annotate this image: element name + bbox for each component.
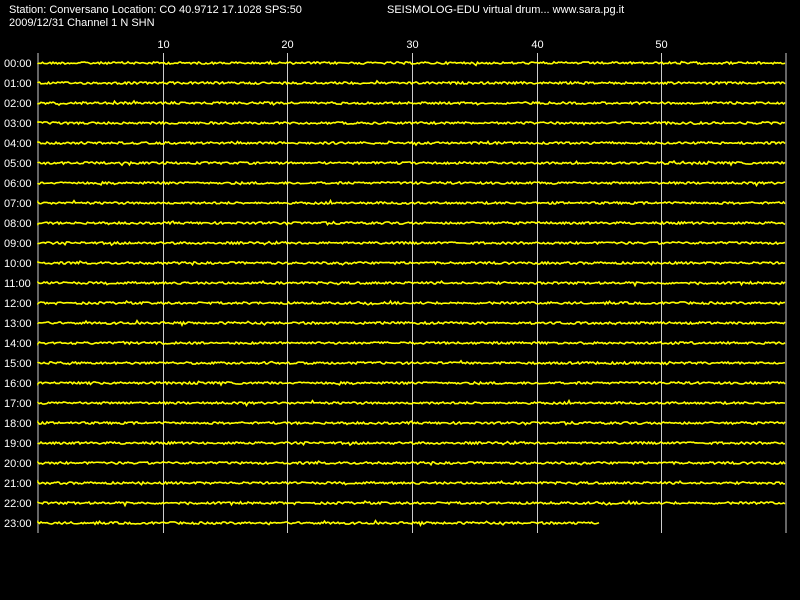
row-label-1100: 11:00 — [4, 278, 31, 290]
row-label-0800: 08:00 — [4, 218, 32, 230]
trace-1200 — [37, 299, 786, 306]
trace-1000 — [37, 260, 786, 267]
trace-1300 — [37, 319, 786, 328]
row-label-0200: 02:00 — [4, 98, 32, 110]
row-label-1700: 17:00 — [4, 398, 32, 410]
date-channel-info: 2009/12/31 Channel 1 N SHN — [9, 17, 155, 29]
trace-1400 — [37, 340, 786, 346]
row-label-0400: 04:00 — [4, 138, 32, 150]
row-label-0100: 01:00 — [4, 78, 32, 90]
trace-1900 — [37, 440, 786, 447]
row-label-2000: 20:00 — [4, 458, 32, 470]
trace-1500 — [37, 359, 786, 366]
trace-2200 — [37, 499, 786, 508]
brand-title: SEISMOLOG-EDU virtual drum... www.sara.p… — [387, 4, 625, 16]
row-label-2200: 22:00 — [4, 498, 32, 510]
trace-0000 — [37, 59, 786, 67]
row-label-0000: 00:00 — [4, 58, 32, 70]
trace-1100 — [37, 279, 786, 288]
trace-2100 — [37, 479, 786, 486]
trace-0200 — [37, 99, 786, 107]
trace-0600 — [37, 180, 786, 188]
row-label-0300: 03:00 — [4, 118, 32, 130]
trace-0800 — [37, 220, 786, 227]
trace-0100 — [37, 79, 786, 86]
trace-1700 — [37, 398, 786, 408]
x-tick-label-50: 50 — [655, 39, 667, 51]
x-tick-label-30: 30 — [406, 39, 418, 51]
row-label-1400: 14:00 — [4, 338, 32, 350]
trace-1800 — [37, 420, 786, 427]
row-label-0700: 07:00 — [4, 198, 32, 210]
row-label-0600: 06:00 — [4, 178, 32, 190]
row-label-1500: 15:00 — [4, 358, 32, 370]
row-label-2300: 23:00 — [4, 518, 32, 530]
row-label-0900: 09:00 — [4, 238, 32, 250]
x-tick-label-10: 10 — [157, 39, 169, 51]
trace-2300 — [37, 519, 600, 528]
row-label-0500: 05:00 — [4, 158, 32, 170]
row-label-1800: 18:00 — [4, 418, 32, 430]
station-info: Station: Conversano Location: CO 40.9712… — [9, 4, 302, 16]
trace-0900 — [37, 240, 786, 247]
row-label-1300: 13:00 — [4, 318, 32, 330]
trace-0400 — [37, 139, 786, 147]
x-tick-label-20: 20 — [281, 39, 293, 51]
row-label-1600: 16:00 — [4, 378, 32, 390]
x-tick-label-40: 40 — [531, 39, 543, 51]
trace-0700 — [37, 198, 786, 206]
trace-2000 — [37, 460, 786, 467]
trace-1600 — [37, 380, 786, 387]
row-label-2100: 21:00 — [4, 478, 32, 490]
trace-0500 — [37, 159, 786, 167]
trace-0300 — [37, 120, 786, 126]
row-label-1900: 19:00 — [4, 438, 32, 450]
row-label-1200: 12:00 — [4, 298, 32, 310]
row-label-1000: 10:00 — [4, 258, 32, 270]
